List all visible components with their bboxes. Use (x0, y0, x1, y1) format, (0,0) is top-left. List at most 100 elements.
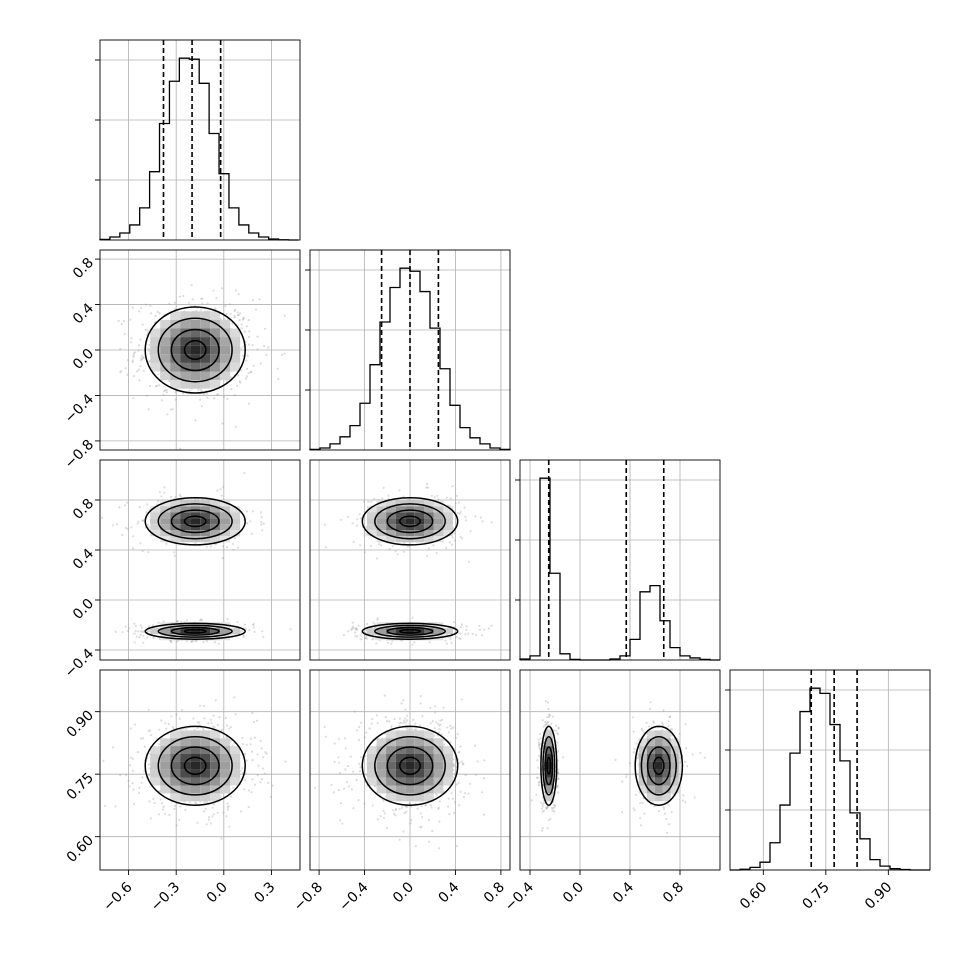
joint-panel-content (310, 670, 510, 870)
density-cell (424, 769, 434, 778)
sample-point (350, 628, 353, 631)
sample-point (458, 750, 461, 754)
sample-point (381, 497, 384, 500)
sample-point (224, 304, 227, 308)
sample-point (428, 840, 431, 843)
sample-point (238, 380, 241, 383)
sample-point (358, 762, 361, 766)
sample-point (259, 511, 263, 514)
sample-point (132, 788, 135, 791)
sample-point (324, 546, 327, 549)
sample-point (168, 302, 171, 305)
density-cell (433, 777, 444, 786)
density-cell (200, 730, 211, 739)
density-cell (220, 536, 231, 543)
sample-point (124, 526, 128, 530)
sample-point (350, 627, 353, 631)
sample-point (693, 796, 696, 799)
density-cell (170, 785, 181, 794)
density-cell (414, 785, 425, 794)
sample-point (382, 816, 385, 820)
density-cell (670, 785, 679, 794)
sample-point (207, 722, 210, 725)
sample-point (221, 557, 224, 560)
sample-point (403, 812, 406, 815)
sample-point (211, 806, 214, 809)
density-cell (220, 769, 231, 778)
sample-point (220, 837, 223, 840)
sample-point (678, 732, 681, 735)
sample-point (445, 546, 448, 550)
sample-point (354, 635, 357, 638)
sample-point (251, 623, 255, 627)
sample-point (557, 733, 560, 736)
density-cell (170, 730, 181, 739)
sample-point (252, 622, 255, 626)
density-cell (160, 761, 171, 770)
sample-point (359, 544, 362, 547)
sample-point (265, 752, 268, 755)
sample-point (141, 549, 144, 553)
density-cell (670, 754, 679, 762)
sample-point (402, 830, 405, 833)
contour-level-3 (361, 725, 459, 806)
sample-point (225, 379, 228, 382)
sample-point (440, 718, 444, 722)
density-cell (646, 730, 655, 739)
sample-point (444, 639, 447, 642)
panel-frame (99, 459, 301, 661)
sample-point (411, 643, 414, 646)
sample-point (426, 482, 429, 486)
density-cell (150, 777, 161, 786)
sample-point (233, 314, 236, 317)
sample-point (283, 352, 286, 355)
sample-point (437, 807, 440, 810)
sample-point (265, 353, 268, 357)
density-cell (220, 777, 231, 786)
joint-panel-content (100, 460, 300, 660)
density-cell (230, 337, 241, 346)
sample-point (465, 519, 468, 522)
density-cell (544, 793, 553, 802)
contour-level-1 (386, 746, 434, 786)
sample-point (363, 736, 366, 739)
sample-point (551, 715, 555, 718)
contour-level-1 (386, 509, 434, 534)
sample-point (546, 716, 549, 719)
sample-point (436, 722, 440, 725)
sample-point (251, 344, 254, 347)
sample-point (375, 714, 378, 717)
sample-point (200, 618, 204, 622)
density-cell (376, 785, 387, 794)
density-cell (190, 777, 201, 786)
sample-point (682, 794, 685, 797)
sample-point (641, 729, 644, 732)
sample-point (446, 805, 450, 808)
sample-point (435, 552, 438, 555)
sample-point (457, 751, 460, 754)
sample-point (539, 801, 543, 804)
sample-point (133, 802, 136, 806)
sample-point (339, 772, 342, 775)
density-cell (414, 769, 425, 778)
sample-point (406, 714, 409, 717)
sample-point (467, 560, 471, 563)
density-cell (180, 769, 191, 778)
sample-point (383, 812, 386, 815)
density-cell (367, 506, 377, 513)
density-cell (160, 777, 171, 786)
sample-point (435, 794, 439, 797)
sample-point (374, 638, 377, 641)
sample-point (358, 513, 361, 516)
sample-point (490, 624, 493, 627)
sample-point (537, 754, 541, 757)
density-cell (230, 746, 241, 754)
density-cell (395, 738, 406, 747)
density-cell (150, 328, 161, 338)
sample-point (426, 486, 429, 489)
sample-point (440, 733, 443, 736)
density-cell (376, 628, 387, 635)
sample-point (425, 486, 428, 489)
sample-point (195, 639, 198, 643)
